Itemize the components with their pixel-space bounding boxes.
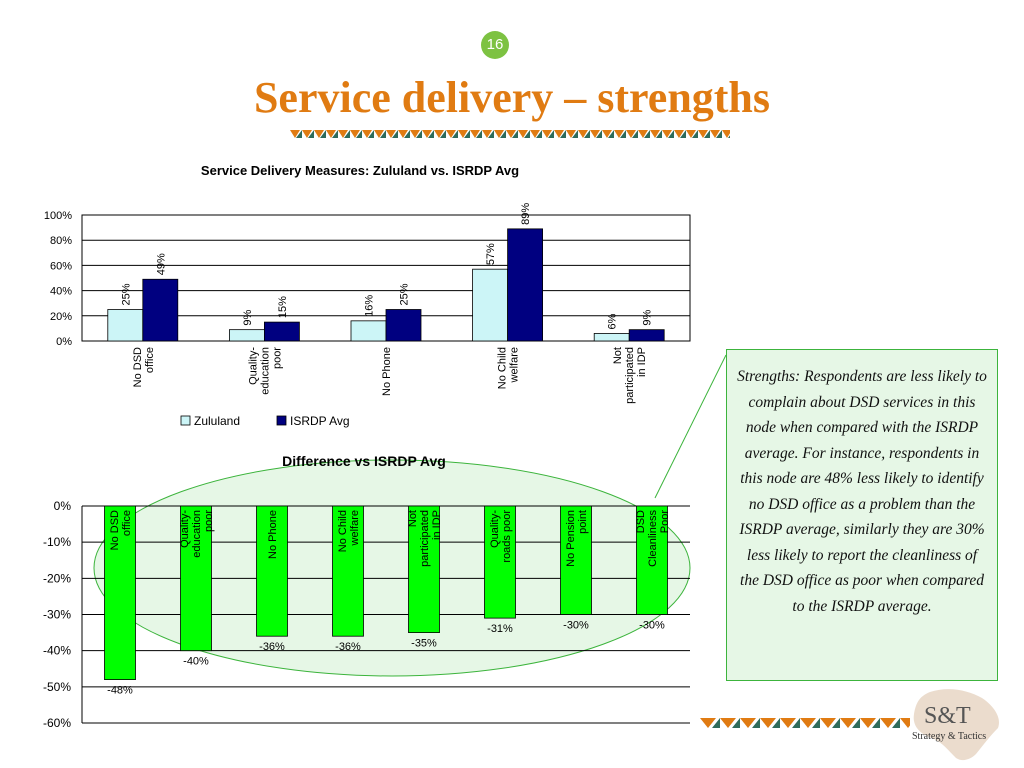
- data-label: -35%: [411, 638, 437, 650]
- data-label: 16%: [364, 295, 376, 317]
- y-tick-label: -60%: [43, 716, 71, 730]
- x-category-label: Quality-educationpoor: [179, 510, 215, 558]
- y-tick-label: 60%: [50, 260, 72, 272]
- data-label: 9%: [642, 310, 654, 326]
- data-label: -30%: [563, 620, 589, 632]
- bar-isrdp: [142, 278, 179, 342]
- data-label: 25%: [399, 283, 411, 305]
- data-label: 57%: [485, 243, 497, 265]
- y-tick-label: 0%: [56, 336, 72, 348]
- data-label: -36%: [259, 641, 285, 653]
- x-category-label: Notparticipatedin IDP: [407, 510, 443, 567]
- x-category-label: DSDCleanlinessPoor: [635, 510, 671, 567]
- difference-bar: [256, 505, 288, 637]
- highlight-ellipse: [93, 459, 691, 677]
- difference-bar: [180, 505, 212, 652]
- x-category-label: No Phone: [267, 510, 279, 559]
- data-label: -36%: [335, 641, 361, 653]
- y-tick-label: -30%: [43, 608, 71, 622]
- chart-title: Difference vs ISRDP Avg: [282, 453, 446, 469]
- legend-label-zululand: Zululand: [194, 414, 240, 428]
- bar-isrdp: [507, 228, 544, 342]
- data-label: 89%: [520, 203, 532, 225]
- y-tick-label: -10%: [43, 535, 71, 549]
- bar-zululand: [472, 268, 509, 342]
- difference-bar: [636, 505, 668, 615]
- y-tick-label: 20%: [50, 311, 72, 323]
- company-logo-subtitle: Strategy & Tactics: [912, 731, 987, 742]
- legend-swatch-isrdp: [276, 415, 287, 426]
- x-category-label: No DSDoffice: [109, 510, 133, 550]
- legend-swatch-zululand: [180, 415, 191, 426]
- bar-isrdp: [385, 309, 422, 342]
- x-category-label: No Pensionpoint: [565, 510, 589, 567]
- title-underline-decoration: [290, 128, 730, 140]
- bar-isrdp: [628, 329, 665, 342]
- bar-zululand: [107, 309, 144, 342]
- difference-bar: [560, 505, 592, 615]
- data-label: -40%: [183, 656, 209, 668]
- company-logo: S&T: [924, 703, 971, 729]
- service-delivery-chart: Service Delivery Measures: Zululand vs. …: [44, 163, 691, 428]
- x-category-label: No Childwelfare: [337, 510, 361, 552]
- difference-bar: [104, 505, 136, 681]
- data-label: -31%: [487, 623, 513, 635]
- data-label: -30%: [639, 620, 665, 632]
- x-category-label: No Phone: [381, 347, 393, 396]
- x-category-label: Quality-educationpoor: [247, 347, 283, 395]
- bar-zululand: [350, 320, 387, 342]
- x-category-label: Quality-roads poor: [489, 510, 513, 563]
- bar-zululand: [228, 329, 265, 342]
- data-label: 6%: [607, 313, 619, 329]
- y-tick-label: 40%: [50, 286, 72, 298]
- x-category-label: No Childwelfare: [497, 347, 521, 389]
- data-label: 15%: [277, 296, 289, 318]
- bar-zululand: [593, 333, 630, 342]
- y-tick-label: 80%: [50, 235, 72, 247]
- data-label: -48%: [107, 685, 133, 697]
- africa-map-icon: [913, 689, 1000, 761]
- x-category-label: No DSDoffice: [132, 347, 156, 387]
- data-label: 9%: [242, 310, 254, 326]
- slide-title: Service delivery – strengths: [253, 73, 771, 122]
- y-tick-label: -50%: [43, 680, 71, 694]
- slide-number-badge: 16: [481, 31, 509, 59]
- footer-triangle-decoration: [700, 716, 910, 730]
- difference-bar: [484, 505, 516, 619]
- data-label: 49%: [155, 253, 167, 275]
- legend-label-isrdp: ISRDP Avg: [290, 414, 350, 428]
- data-label: 25%: [120, 283, 132, 305]
- y-tick-label: 100%: [44, 210, 72, 222]
- difference-bar: [332, 505, 364, 637]
- strengths-note-box: Strengths: Respondents are less likely t…: [726, 349, 998, 681]
- x-category-label: Notparticipatedin IDP: [612, 347, 648, 404]
- chart-title: Service Delivery Measures: Zululand vs. …: [201, 163, 519, 178]
- bar-isrdp: [263, 321, 300, 342]
- difference-chart: Difference vs ISRDP Avg 0% -10% -20% -30% -40…: [43, 453, 691, 730]
- y-tick-label: -40%: [43, 644, 71, 658]
- difference-bar: [408, 505, 440, 633]
- strengths-note-text: Strengths: Respondents are less likely t…: [737, 368, 987, 615]
- y-tick-label: -20%: [43, 571, 71, 585]
- y-tick-label: 0%: [54, 499, 72, 513]
